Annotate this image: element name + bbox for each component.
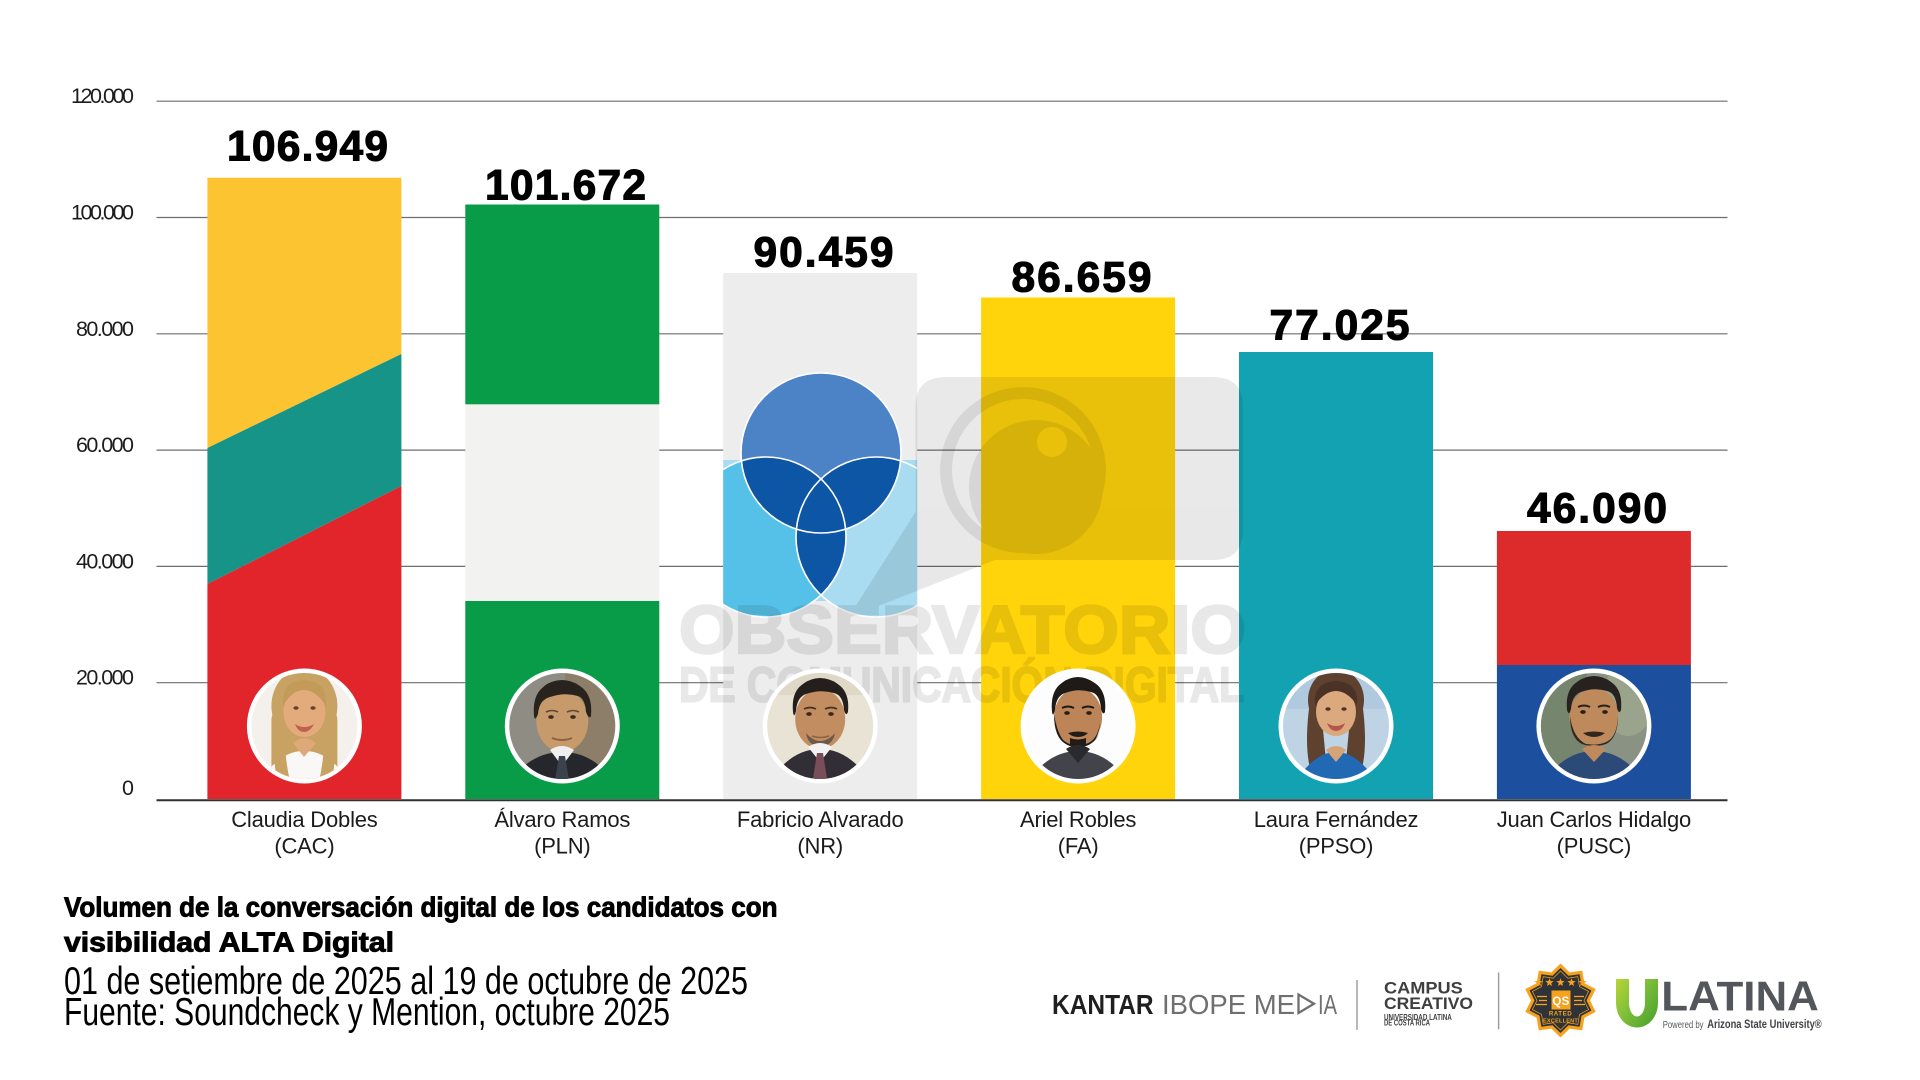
svg-text:(PUSC): (PUSC) (1557, 834, 1632, 859)
svg-text:80.000: 80.000 (76, 317, 134, 341)
svg-text:Juan Carlos Hidalgo: Juan Carlos Hidalgo (1497, 807, 1691, 832)
svg-text:visibilidad ALTA Digital: visibilidad ALTA Digital (64, 926, 394, 957)
svg-text:IBOPE ME: IBOPE ME (1162, 989, 1295, 1020)
svg-text:Powered by: Powered by (1663, 1019, 1704, 1031)
svg-text:Claudia Dobles: Claudia Dobles (231, 807, 378, 832)
svg-text:OBSERVATORIO: OBSERVATORIO (679, 592, 1246, 668)
svg-text:(NR): (NR) (797, 834, 843, 859)
svg-text:LATINA: LATINA (1661, 972, 1819, 1019)
svg-text:Álvaro Ramos: Álvaro Ramos (494, 807, 630, 832)
svg-text:120.000: 120.000 (71, 84, 134, 108)
svg-text:90.459: 90.459 (754, 230, 894, 277)
svg-text:100.000: 100.000 (71, 201, 134, 225)
svg-text:01 de setiembre de 2025 al 19: 01 de setiembre de 2025 al 19 de octubre… (64, 960, 748, 1003)
svg-text:(PPSO): (PPSO) (1299, 834, 1374, 859)
svg-text:QS: QS (1552, 996, 1569, 1008)
svg-text:CAMPUS: CAMPUS (1384, 980, 1463, 998)
svg-text:Fuente: Soundcheck y Mention,: Fuente: Soundcheck y Mention, octubre 20… (64, 991, 670, 1034)
svg-text:Ariel Robles: Ariel Robles (1020, 807, 1136, 832)
svg-text:Volumen de la conversación dig: Volumen de la conversación digital de lo… (64, 891, 778, 922)
svg-text:CREATIVO: CREATIVO (1384, 995, 1473, 1013)
svg-text:IA: IA (1318, 989, 1337, 1020)
svg-text:DE COMUNICACIÓN DIGITAL: DE COMUNICACIÓN DIGITAL (679, 658, 1244, 713)
svg-text:(PLN): (PLN) (534, 834, 590, 859)
svg-text:RATED: RATED (1549, 1011, 1572, 1018)
svg-text:0: 0 (122, 776, 134, 800)
svg-text:86.659: 86.659 (1012, 254, 1152, 301)
svg-text:Fabricio Alvarado: Fabricio Alvarado (737, 807, 904, 832)
svg-text:46.090: 46.090 (1527, 485, 1667, 532)
svg-text:DE COSTA RICA: DE COSTA RICA (1384, 1019, 1430, 1028)
svg-text:EXCELLENT: EXCELLENT (1543, 1019, 1578, 1025)
svg-text:Arizona State University®: Arizona State University® (1707, 1019, 1822, 1031)
svg-text:Laura Fernández: Laura Fernández (1254, 807, 1419, 832)
svg-text:(FA): (FA) (1058, 834, 1099, 859)
svg-text:106.949: 106.949 (227, 124, 388, 171)
svg-text:KANTAR: KANTAR (1052, 989, 1154, 1020)
svg-text:60.000: 60.000 (76, 433, 134, 457)
svg-text:20.000: 20.000 (76, 666, 134, 690)
svg-text:77.025: 77.025 (1270, 302, 1410, 349)
svg-text:UNIVERSIDAD LATINA: UNIVERSIDAD LATINA (1384, 1013, 1452, 1022)
svg-text:(CAC): (CAC) (274, 834, 334, 859)
svg-text:101.672: 101.672 (485, 163, 646, 210)
svg-text:40.000: 40.000 (76, 549, 134, 573)
